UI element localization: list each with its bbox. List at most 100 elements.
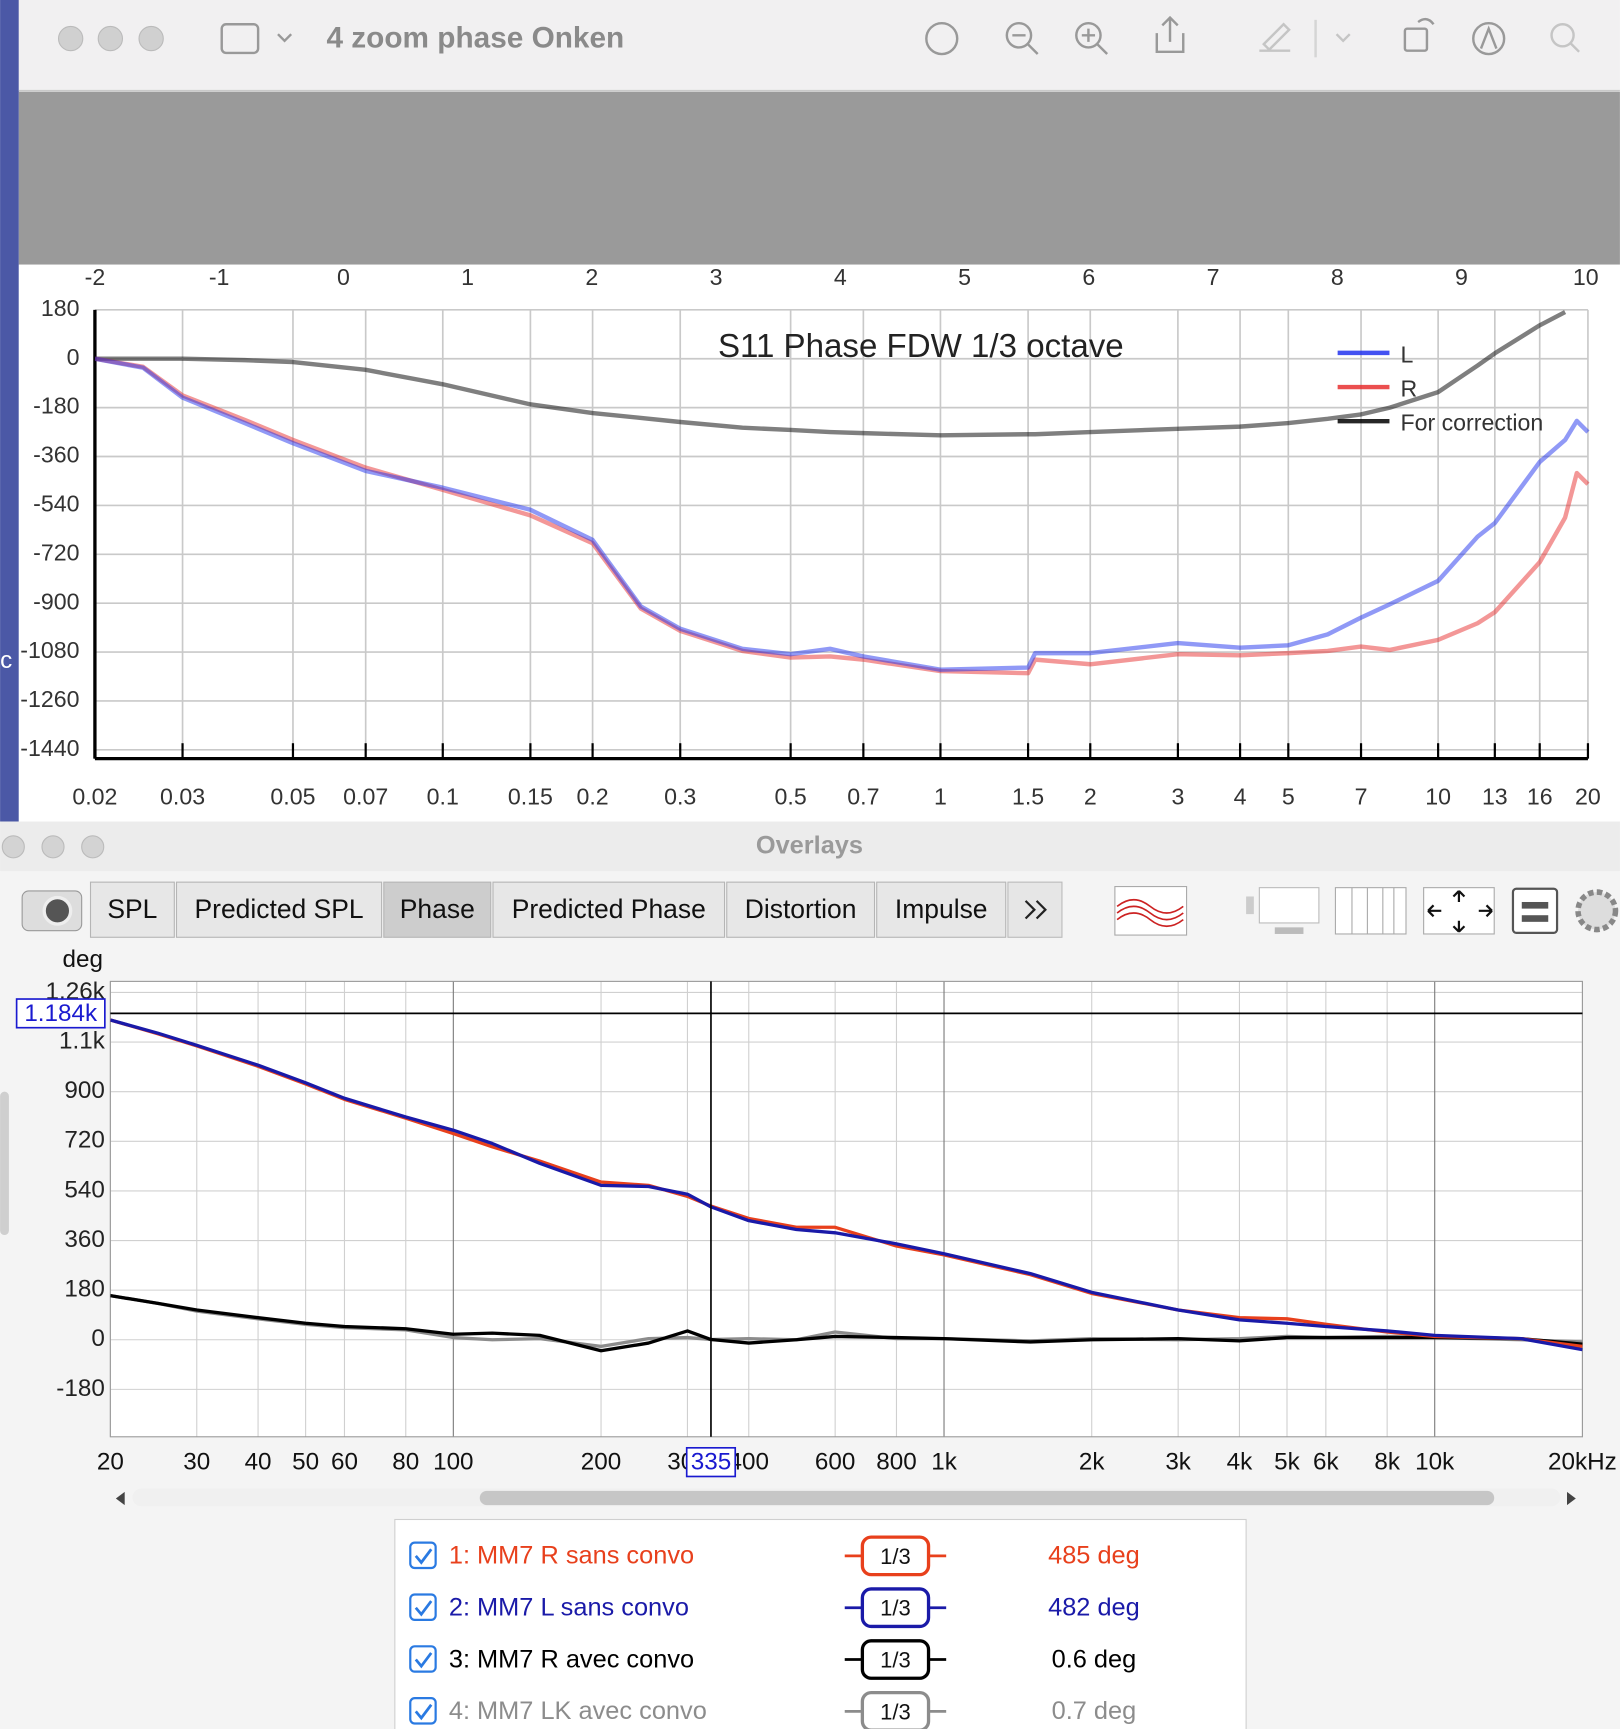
layout-button[interactable] [1334,887,1407,935]
close-button[interactable] [57,25,84,52]
smoothing-label: 1/3 [880,1544,911,1569]
share-button[interactable] [1155,15,1185,54]
desktop-text: c [0,647,12,674]
layout-glyph [1351,887,1395,934]
x-tick-label: 13 [1482,783,1508,809]
tab[interactable] [89,881,175,938]
legend: 1: MM7 R sans convo 1/3 485 deg 2: MM7 L sa… [409,1535,1140,1729]
x-tick-label: 20 [1575,783,1601,809]
zoom-in-button[interactable] [1075,21,1102,49]
x-tick-label: 0.02 [72,783,117,809]
scroll-left[interactable] [115,1491,125,1506]
tab[interactable] [726,881,876,938]
smoothing-box[interactable] [860,1690,931,1729]
x-tick-label: 20 [97,1449,124,1476]
x-tick-label: 30 [183,1449,210,1476]
x-tick-label: 0.1 [427,783,459,809]
tab[interactable] [175,881,383,938]
view-button[interactable] [1258,887,1320,924]
series-line [110,1294,1583,1353]
x-tick-label: 3 [1171,783,1184,809]
series-layer [94,310,1590,676]
sidebar-button[interactable] [220,23,260,55]
scroll-right[interactable] [1566,1491,1576,1506]
x-tick-label: 0.3 [664,783,696,809]
controls-glyph [1116,898,1184,928]
slider-knob[interactable] [1246,896,1254,915]
side-handle[interactable] [0,1091,9,1235]
y-tick-label: 540 [64,1176,104,1203]
cursor-x-box [685,1446,737,1478]
checkmark [414,1548,433,1565]
tab[interactable] [876,881,1007,938]
smoothing-box[interactable] [860,1535,931,1577]
y-tick-label: 0 [91,1325,104,1352]
y-tick-label: 0 [67,344,80,370]
preferences-button[interactable] [1575,889,1619,933]
minimize-button[interactable] [97,25,124,52]
x-tick-label: 800 [876,1449,916,1476]
tab-label: Predicted Phase [512,894,706,924]
checkbox[interactable] [409,1645,437,1673]
checkbox[interactable] [409,1593,437,1621]
series-layer [110,1018,1583,1353]
x-tick-label: 2k [1079,1449,1105,1476]
x-tick-label: 5k [1274,1449,1300,1476]
annotate-glyph [1479,25,1498,49]
x2-tick-label: 8 [1331,264,1344,290]
annotate-button[interactable] [1472,21,1506,56]
close-button[interactable] [1,835,25,859]
overlays-title: Overlays [756,832,863,860]
x-tick-label: 7 [1355,783,1368,809]
y-tick-label: 180 [41,295,80,321]
smoothing-box[interactable] [860,1639,931,1680]
readout: 0.6 deg [1052,1645,1137,1673]
x2-tick-label: 0 [337,264,350,290]
x-tick-label: 16 [1527,783,1553,809]
y-tick-label: -1080 [20,637,79,663]
chart-title: S11 Phase FDW 1/3 octave [718,328,1124,365]
rotate-button[interactable] [1403,27,1429,52]
minimize-button[interactable] [41,835,65,859]
cursor-y-label: 1.184k [24,1000,98,1027]
y-tick-label: -180 [56,1375,105,1402]
x2-tick-label: -1 [209,264,230,290]
scrollbar-thumb[interactable] [479,1490,1495,1506]
x2-tick-label: 5 [958,264,971,290]
x2-tick-label: -2 [85,264,106,290]
markup-menu[interactable] [1335,33,1351,43]
y-tick-label: -900 [33,588,79,614]
zoom-button[interactable] [81,835,105,859]
search-button[interactable] [1550,23,1575,48]
series-name: 2: MM7 L sans convo [449,1594,689,1622]
tab[interactable] [383,881,492,938]
zoom-out-button[interactable] [1005,21,1033,49]
y-tick-label: 180 [64,1276,104,1303]
info-button[interactable] [925,21,959,56]
readout: 0.7 deg [1052,1697,1137,1725]
x-tick-label: 3k [1165,1449,1191,1476]
x-tick-label: 0.7 [847,783,879,809]
zoom-out-glyph [1012,34,1039,55]
x-tick-label: 80 [392,1449,419,1476]
settings-panel-button[interactable] [1511,887,1559,934]
series-line [94,356,1590,676]
tab[interactable] [492,881,726,938]
x-tick-label: 5 [1282,783,1295,809]
y-tick-label: 360 [64,1226,104,1253]
series-name: 1: MM7 R sans convo [449,1542,694,1570]
x-tick-label: 600 [815,1449,855,1476]
zoom-button[interactable] [138,25,164,52]
sidebar-menu[interactable] [277,33,293,43]
x2-tick-label: 3 [710,264,723,290]
x-tick-label: 1.5 [1012,783,1044,809]
x-tick-label: 10k [1415,1449,1455,1476]
checkbox[interactable] [409,1697,437,1725]
markup-button[interactable] [1259,22,1291,52]
checkbox[interactable] [409,1541,437,1570]
smoothing-box[interactable] [860,1587,931,1629]
x2-tick-label: 6 [1082,264,1095,290]
tab-label: SPL [107,894,157,924]
